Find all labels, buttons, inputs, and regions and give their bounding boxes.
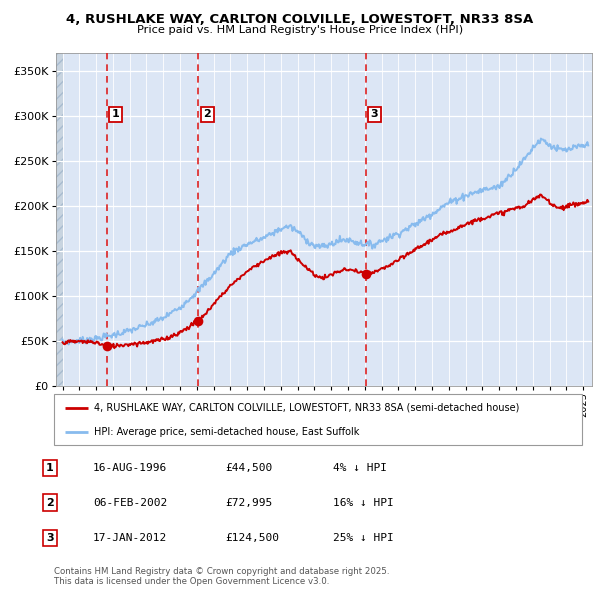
- Text: 17-JAN-2012: 17-JAN-2012: [93, 533, 167, 543]
- Text: Contains HM Land Registry data © Crown copyright and database right 2025.
This d: Contains HM Land Registry data © Crown c…: [54, 567, 389, 586]
- Text: 16% ↓ HPI: 16% ↓ HPI: [333, 498, 394, 507]
- Text: 4% ↓ HPI: 4% ↓ HPI: [333, 463, 387, 473]
- Text: 06-FEB-2002: 06-FEB-2002: [93, 498, 167, 507]
- Text: £124,500: £124,500: [225, 533, 279, 543]
- Text: 4, RUSHLAKE WAY, CARLTON COLVILLE, LOWESTOFT, NR33 8SA (semi-detached house): 4, RUSHLAKE WAY, CARLTON COLVILLE, LOWES…: [94, 402, 519, 412]
- Text: 2: 2: [46, 498, 53, 507]
- Text: 25% ↓ HPI: 25% ↓ HPI: [333, 533, 394, 543]
- Text: 16-AUG-1996: 16-AUG-1996: [93, 463, 167, 473]
- Text: £72,995: £72,995: [225, 498, 272, 507]
- Text: 1: 1: [46, 463, 53, 473]
- Bar: [56, 53, 64, 386]
- Text: £44,500: £44,500: [225, 463, 272, 473]
- Text: 1: 1: [112, 109, 119, 119]
- Text: 4, RUSHLAKE WAY, CARLTON COLVILLE, LOWESTOFT, NR33 8SA: 4, RUSHLAKE WAY, CARLTON COLVILLE, LOWES…: [67, 13, 533, 26]
- Text: HPI: Average price, semi-detached house, East Suffolk: HPI: Average price, semi-detached house,…: [94, 428, 359, 437]
- Text: 3: 3: [371, 109, 378, 119]
- Text: Price paid vs. HM Land Registry's House Price Index (HPI): Price paid vs. HM Land Registry's House …: [137, 25, 463, 35]
- Text: 3: 3: [46, 533, 53, 543]
- Text: 2: 2: [203, 109, 211, 119]
